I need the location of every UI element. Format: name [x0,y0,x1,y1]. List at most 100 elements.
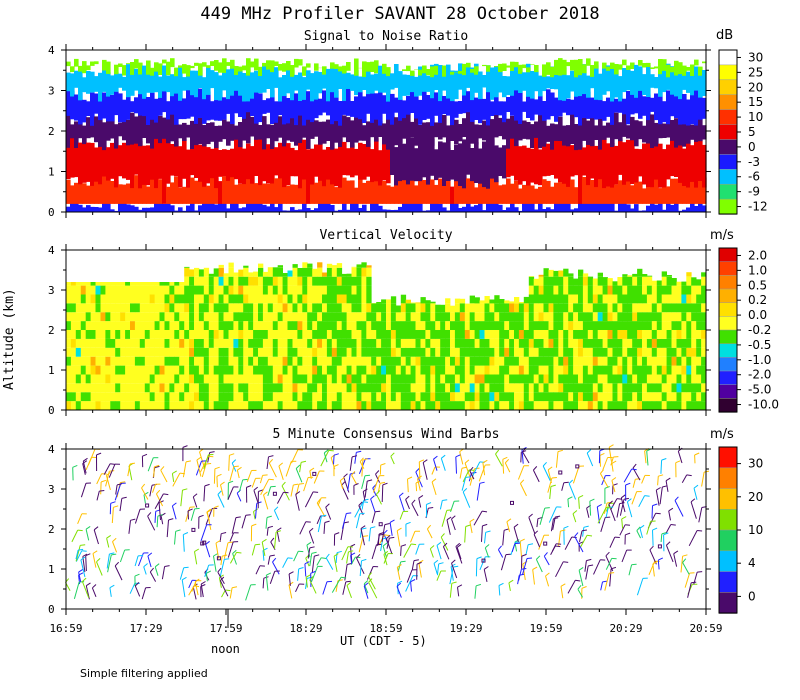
velocity-cell [504,401,510,410]
velocity-cell [656,280,663,286]
snr-cell [490,67,495,100]
snr-heatmap [66,58,707,212]
snr-cell [370,74,375,94]
velocity-cell [356,392,362,402]
velocity-cell [312,356,318,366]
y-tick-label: 1 [48,563,55,576]
wind-barb [415,471,423,488]
snr-cell [526,88,531,118]
snr-cell [298,99,303,116]
velocity-cell [139,401,146,410]
velocity-cell [218,374,224,384]
snr-cell [506,65,511,68]
velocity-cell [563,401,569,410]
snr-cell [518,64,523,74]
velocity-cell [518,330,525,339]
snr-cell [478,124,483,139]
wind-barb [154,511,157,523]
velocity-cell [597,285,603,295]
velocity-cell [523,383,530,393]
velocity-cell [208,330,215,339]
velocity-cell [223,347,229,357]
velocity-cell [376,374,382,384]
snr-cell [550,123,555,150]
velocity-cell [243,267,249,277]
velocity-cell [154,282,160,286]
snr-cell [590,65,595,77]
calm-marker [657,544,662,549]
snr-cell [74,58,79,67]
velocity-cell [120,401,126,410]
velocity-cell [105,383,111,393]
velocity-cell [317,303,323,313]
velocity-cell [400,312,407,322]
velocity-cell [213,401,219,410]
velocity-cell [361,347,367,357]
velocity-cell [494,356,500,366]
snr-cell [362,61,367,77]
snr-cell [630,138,635,185]
velocity-cell [686,276,692,286]
snr-cell [342,141,347,176]
velocity-cell [110,285,116,295]
wind-barb [547,477,553,493]
velocity-cell [174,392,180,402]
velocity-cell [198,321,205,330]
snr-cell [86,117,91,139]
colorbar-swatch [718,49,738,66]
wind-barb-flag [143,563,148,568]
velocity-cell [642,356,648,366]
snr-cell [470,119,475,144]
velocity-cell [85,282,91,286]
velocity-cell [139,383,146,393]
velocity-cell [646,321,653,330]
colorbar-swatch [718,357,738,372]
velocity-cell [336,267,343,277]
snr-cell [274,61,279,66]
wind-barb [200,524,208,542]
velocity-cell [203,356,210,366]
velocity-cell [523,303,530,313]
snr-cell [678,62,683,75]
snr-cell [130,72,135,96]
velocity-cell [701,356,707,366]
wind-barb [564,536,573,550]
velocity-cell [287,347,293,357]
velocity-cell [371,312,377,322]
velocity-cell [558,338,564,348]
snr-cell [150,67,155,76]
velocity-cell [430,330,436,339]
velocity-cell [208,273,215,277]
snr-cell [654,66,659,69]
velocity-cell [243,374,249,384]
y-tick-label: 4 [48,244,55,257]
wind-barb-flag [336,550,342,554]
snr-cell [230,202,235,212]
velocity-cell [582,312,589,322]
velocity-cell [602,294,608,304]
wind-barb [115,484,118,495]
snr-cell [402,176,407,204]
snr-cell [574,59,579,78]
wind-barb [274,532,277,549]
wind-barb-flag [206,463,212,465]
wind-barb [341,513,347,529]
velocity-cell [272,347,279,357]
snr-cell [690,174,695,204]
snr-cell [234,138,239,180]
velocity-cell [85,338,91,348]
snr-cell [278,77,283,102]
x-axis-label: UT (CDT - 5) [340,634,427,648]
velocity-cell [622,312,628,322]
snr-cell [374,73,379,91]
velocity-cell [642,365,648,375]
velocity-cell [686,383,692,393]
wind-barb [75,550,83,562]
wind-barb-flag [359,457,364,462]
velocity-cell [272,276,279,286]
velocity-cell [272,401,279,410]
velocity-cell [651,294,658,304]
velocity-cell [509,338,515,348]
velocity-cell [218,276,224,286]
snr-cell [642,125,647,143]
